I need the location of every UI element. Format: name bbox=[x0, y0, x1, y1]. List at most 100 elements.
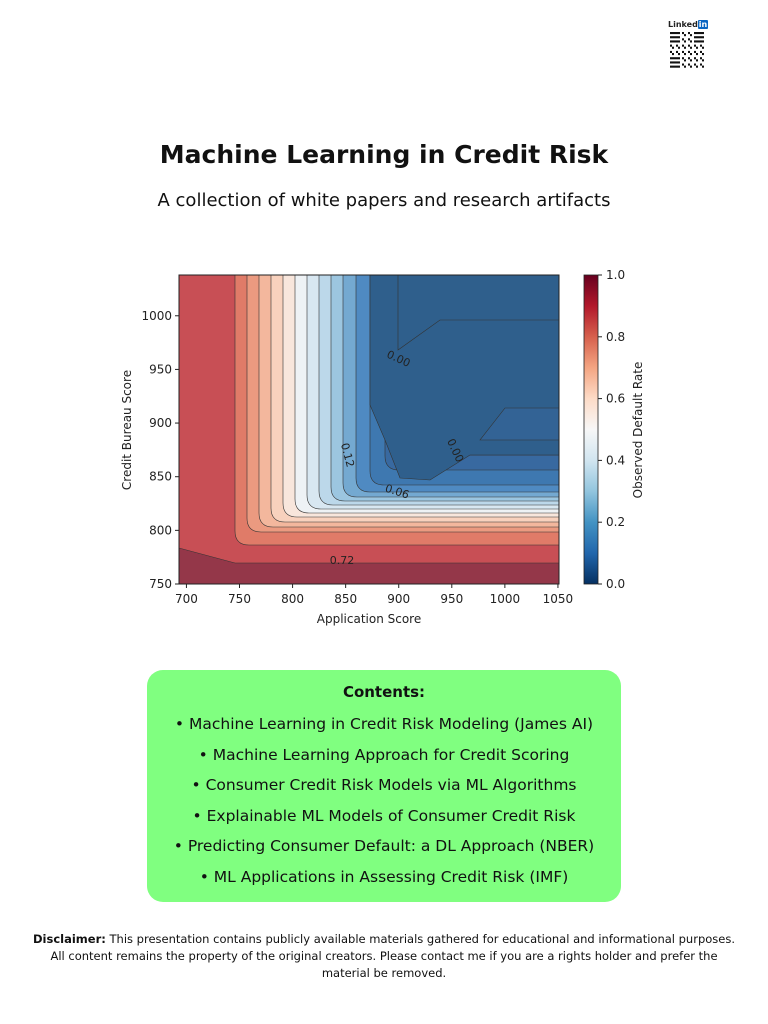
qr-cell bbox=[670, 40, 672, 43]
qr-cell bbox=[670, 36, 672, 39]
qr-cell bbox=[676, 61, 678, 64]
qr-cell bbox=[690, 59, 692, 62]
y-tick-label: 800 bbox=[149, 523, 172, 537]
colorbar-tick-label: 0.4 bbox=[606, 453, 625, 467]
colorbar-tick-label: 0.2 bbox=[606, 515, 625, 529]
qr-cell bbox=[670, 44, 672, 47]
contents-item: • Consumer Credit Risk Models via ML Alg… bbox=[191, 776, 577, 795]
contour-label: 0.12 bbox=[338, 442, 357, 469]
qr-cell bbox=[690, 40, 692, 43]
qr-cell bbox=[694, 40, 696, 43]
qr-cell bbox=[672, 32, 674, 35]
qr-cell bbox=[702, 36, 704, 39]
qr-cell bbox=[678, 32, 680, 35]
qr-cell bbox=[688, 57, 690, 60]
qr-cell bbox=[676, 65, 678, 68]
disclaimer: Disclaimer: This presentation contains p… bbox=[30, 931, 738, 982]
qr-cell bbox=[682, 44, 684, 47]
subtitle: A collection of white papers and researc… bbox=[157, 190, 611, 211]
linkedin-badge: in bbox=[697, 20, 709, 29]
x-axis-label: Application Score bbox=[317, 612, 421, 626]
qr-cell bbox=[694, 44, 696, 47]
qr-cell bbox=[696, 36, 698, 39]
qr-cell bbox=[696, 59, 698, 62]
qr-cell bbox=[694, 63, 696, 66]
qr-cell bbox=[682, 50, 684, 53]
x-tick-label: 700 bbox=[175, 592, 198, 606]
qr-cell bbox=[690, 46, 692, 49]
qr-cell bbox=[672, 40, 674, 43]
qr-cell bbox=[672, 65, 674, 68]
qr-cell bbox=[700, 63, 702, 66]
qr-cell bbox=[700, 36, 702, 39]
y-tick-label: 950 bbox=[149, 362, 172, 376]
disclaimer-label: Disclaimer: bbox=[33, 932, 106, 946]
colorbar-label: Observed Default Rate bbox=[631, 362, 645, 499]
qr-cell bbox=[670, 32, 672, 35]
contents-title: Contents: bbox=[342, 683, 426, 701]
qr-cell bbox=[674, 65, 676, 68]
qr-cell bbox=[696, 46, 698, 49]
qr-cell bbox=[684, 65, 686, 68]
qr-cell bbox=[690, 34, 692, 37]
x-tick-label: 800 bbox=[281, 592, 304, 606]
qr-cell bbox=[678, 53, 680, 56]
y-tick-label: 1000 bbox=[141, 309, 172, 323]
qr-cell bbox=[696, 40, 698, 43]
qr-cell bbox=[698, 36, 700, 39]
qr-cell bbox=[684, 46, 686, 49]
qr-cell bbox=[672, 46, 674, 49]
qr-cell bbox=[670, 57, 672, 60]
qr-cell bbox=[700, 50, 702, 53]
qr-cell bbox=[688, 63, 690, 66]
contents-item: • Machine Learning in Credit Risk Modeli… bbox=[174, 715, 594, 733]
qr-cell bbox=[698, 32, 700, 35]
y-tick-label: 750 bbox=[149, 577, 172, 591]
qr-cell bbox=[676, 50, 678, 53]
qr-cell bbox=[702, 59, 704, 62]
band bbox=[369, 275, 559, 481]
qr-cell bbox=[682, 63, 684, 66]
contour-fill bbox=[179, 275, 559, 584]
qr-cell bbox=[678, 40, 680, 43]
linkedin-logo: Linkedin bbox=[668, 20, 709, 29]
qr-cell bbox=[688, 38, 690, 41]
qr-cell bbox=[672, 36, 674, 39]
plot-frame bbox=[178, 274, 560, 585]
x-tick-label: 1000 bbox=[490, 592, 521, 606]
y-axis-label: Credit Bureau Score bbox=[120, 370, 134, 490]
qr-cell bbox=[700, 57, 702, 60]
contents-item: • ML Applications in Assessing Credit Ri… bbox=[199, 867, 569, 886]
colorbar-tick-label: 0.0 bbox=[606, 577, 625, 591]
qr-cell bbox=[702, 65, 704, 68]
linkedin-text: Linked bbox=[668, 20, 698, 29]
qr-cell bbox=[702, 32, 704, 35]
qr-cell bbox=[676, 57, 678, 60]
qr-cell bbox=[694, 57, 696, 60]
contents-item: • Machine Learning Approach for Credit S… bbox=[198, 745, 570, 764]
qr-cell bbox=[702, 46, 704, 49]
qr-cell bbox=[676, 36, 678, 39]
qr-cell bbox=[694, 50, 696, 53]
qr-cell bbox=[682, 38, 684, 41]
qr-cell bbox=[678, 36, 680, 39]
qr-cell bbox=[674, 57, 676, 60]
qr-cell bbox=[684, 59, 686, 62]
qr-cell bbox=[682, 57, 684, 60]
colorbar bbox=[583, 274, 599, 585]
qr-cell bbox=[684, 40, 686, 43]
colorbar-tick-label: 1.0 bbox=[606, 268, 625, 282]
qr-cell bbox=[688, 50, 690, 53]
colorbar-tick-label: 0.8 bbox=[606, 330, 625, 344]
qr-cell bbox=[670, 61, 672, 64]
qr-code bbox=[670, 32, 704, 68]
title: Machine Learning in Credit Risk bbox=[159, 140, 609, 169]
qr-cell bbox=[702, 40, 704, 43]
qr-cell bbox=[678, 65, 680, 68]
contents-item: • Explainable ML Models of Consumer Cred… bbox=[192, 806, 576, 825]
band bbox=[179, 547, 559, 584]
x-tick-label: 950 bbox=[440, 592, 463, 606]
qr-cell bbox=[700, 40, 702, 43]
disclaimer-text: This presentation contains publicly avai… bbox=[50, 932, 735, 980]
